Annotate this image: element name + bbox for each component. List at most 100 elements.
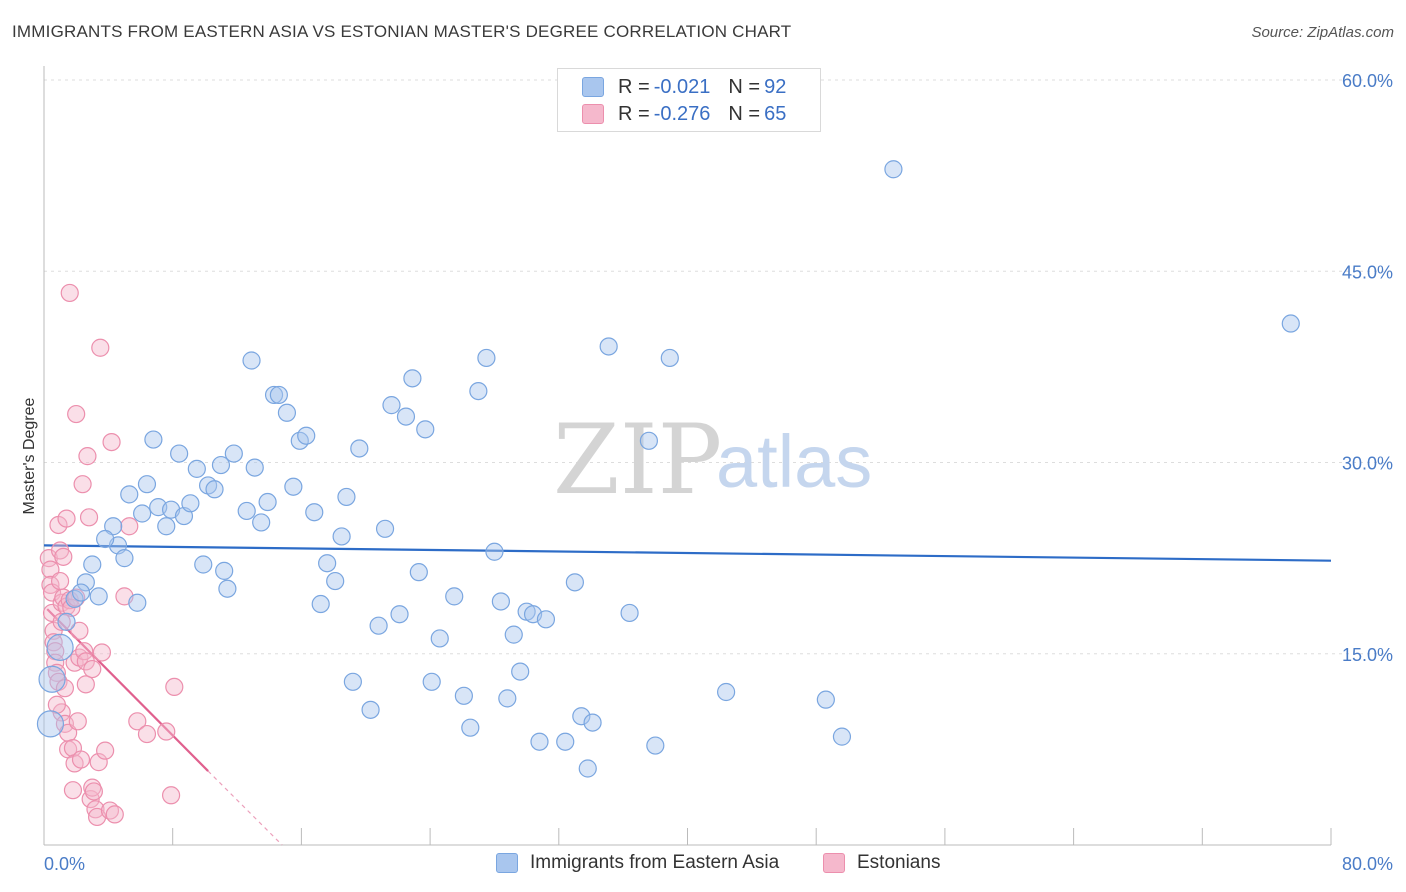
data-point-eastern-asia	[350, 439, 369, 458]
chart-title: IMMIGRANTS FROM EASTERN ASIA VS ESTONIAN…	[12, 22, 792, 41]
data-point-eastern-asia	[445, 587, 464, 606]
data-point-estonians	[89, 753, 108, 772]
data-point-estonians	[41, 575, 60, 595]
data-point-eastern-asia	[264, 385, 284, 405]
data-point-eastern-asia	[382, 396, 401, 415]
data-point-eastern-asia	[36, 710, 65, 738]
data-point-estonians	[60, 283, 79, 303]
data-point-eastern-asia	[46, 633, 74, 661]
data-point-estonians	[76, 675, 95, 694]
data-point-eastern-asia	[326, 571, 345, 591]
data-point-eastern-asia	[311, 594, 330, 614]
legend-swatch-pink	[582, 104, 604, 124]
data-point-eastern-asia	[461, 718, 480, 737]
tick-labels: 15.0% 30.0% 45.0% 60.0% 0.0% 80.0%	[44, 71, 1393, 874]
y-tick-label: 30.0%	[1342, 454, 1393, 474]
data-point-eastern-asia	[717, 682, 736, 702]
data-point-eastern-asia	[242, 351, 261, 370]
data-point-eastern-asia	[211, 455, 231, 475]
data-point-eastern-asia	[409, 563, 428, 582]
data-point-eastern-asia	[332, 527, 351, 546]
r-label: R =	[618, 75, 650, 98]
data-point-eastern-asia	[572, 707, 591, 726]
data-point-eastern-asia	[144, 430, 163, 449]
data-point-eastern-asia	[599, 337, 618, 356]
data-point-eastern-asia	[884, 160, 903, 179]
n-label: N =	[728, 102, 761, 125]
data-point-eastern-asia	[224, 444, 243, 463]
data-point-eastern-asia	[269, 385, 288, 405]
series-estonians	[39, 283, 184, 827]
n-value: 92	[764, 75, 787, 98]
data-point-eastern-asia	[1281, 314, 1300, 333]
y-tick-label: 15.0%	[1342, 645, 1393, 665]
data-point-eastern-asia	[430, 629, 449, 648]
data-point-eastern-asia	[237, 501, 256, 521]
data-point-eastern-asia	[491, 592, 510, 611]
data-point-estonians	[70, 621, 89, 640]
legend-row-eastern-asia: R = -0.021 N = 92	[582, 75, 786, 99]
legend-swatch-blue	[582, 77, 604, 97]
data-point-eastern-asia	[578, 759, 597, 778]
x-tick-label: 80.0%	[1342, 854, 1393, 874]
legend-item-eastern-asia[interactable]: Immigrants from Eastern Asia	[496, 852, 779, 874]
data-point-estonians	[84, 782, 103, 801]
data-point-eastern-asia	[71, 583, 91, 602]
series-legend: Immigrants from Eastern Asia Estonians	[0, 852, 1406, 878]
data-point-eastern-asia	[245, 458, 264, 477]
y-axis-label: Master's Degree	[21, 397, 38, 514]
data-point-estonians	[71, 750, 91, 769]
legend-item-estonians[interactable]: Estonians	[823, 852, 940, 874]
data-point-eastern-asia	[816, 690, 835, 709]
n-label: N =	[728, 75, 761, 98]
data-point-eastern-asia	[337, 487, 356, 507]
data-point-eastern-asia	[343, 672, 362, 691]
data-point-eastern-asia	[361, 700, 380, 719]
data-point-eastern-asia	[469, 382, 488, 401]
data-point-eastern-asia	[194, 555, 213, 574]
data-point-estonians	[68, 712, 87, 731]
data-point-eastern-asia	[277, 403, 297, 422]
data-point-eastern-asia	[565, 573, 584, 592]
data-point-eastern-asia	[133, 504, 152, 523]
data-point-estonians	[78, 447, 97, 466]
data-point-estonians	[102, 433, 121, 452]
data-point-eastern-asia	[477, 348, 496, 368]
data-point-eastern-asia	[375, 519, 395, 538]
data-point-estonians	[86, 800, 105, 819]
data-point-eastern-asia	[57, 612, 76, 631]
data-point-eastern-asia	[89, 587, 108, 606]
data-point-estonians	[50, 571, 70, 591]
data-point-eastern-asia	[137, 475, 157, 494]
data-point-estonians	[157, 722, 176, 741]
data-point-eastern-asia	[187, 459, 206, 478]
data-point-eastern-asia	[369, 616, 388, 635]
data-point-eastern-asia	[38, 665, 66, 693]
r-label: R =	[618, 102, 650, 125]
data-point-estonians	[63, 781, 83, 800]
data-point-estonians	[83, 659, 102, 679]
data-point-estonians	[92, 643, 112, 662]
data-point-eastern-asia	[76, 573, 95, 592]
data-point-eastern-asia	[96, 529, 115, 549]
data-point-eastern-asia	[258, 492, 277, 512]
data-point-eastern-asia	[218, 579, 237, 598]
data-point-eastern-asia	[157, 517, 176, 536]
data-point-estonians	[105, 805, 124, 824]
data-point-eastern-asia	[639, 431, 658, 450]
data-point-eastern-asia	[422, 672, 441, 691]
n-value: 65	[764, 102, 787, 125]
data-point-eastern-asia	[660, 348, 679, 368]
data-point-eastern-asia	[403, 369, 422, 388]
r-value: -0.021	[653, 75, 711, 98]
data-point-estonians	[73, 475, 92, 494]
data-point-estonians	[161, 786, 181, 805]
trend-line-estonians	[46, 608, 209, 772]
data-point-eastern-asia	[620, 603, 639, 623]
data-point-eastern-asia	[181, 494, 200, 513]
series-eastern-asia	[36, 160, 1300, 778]
data-point-eastern-asia	[120, 485, 139, 504]
data-point-eastern-asia	[536, 610, 556, 629]
data-point-eastern-asia	[416, 420, 435, 439]
data-point-eastern-asia	[115, 549, 134, 568]
